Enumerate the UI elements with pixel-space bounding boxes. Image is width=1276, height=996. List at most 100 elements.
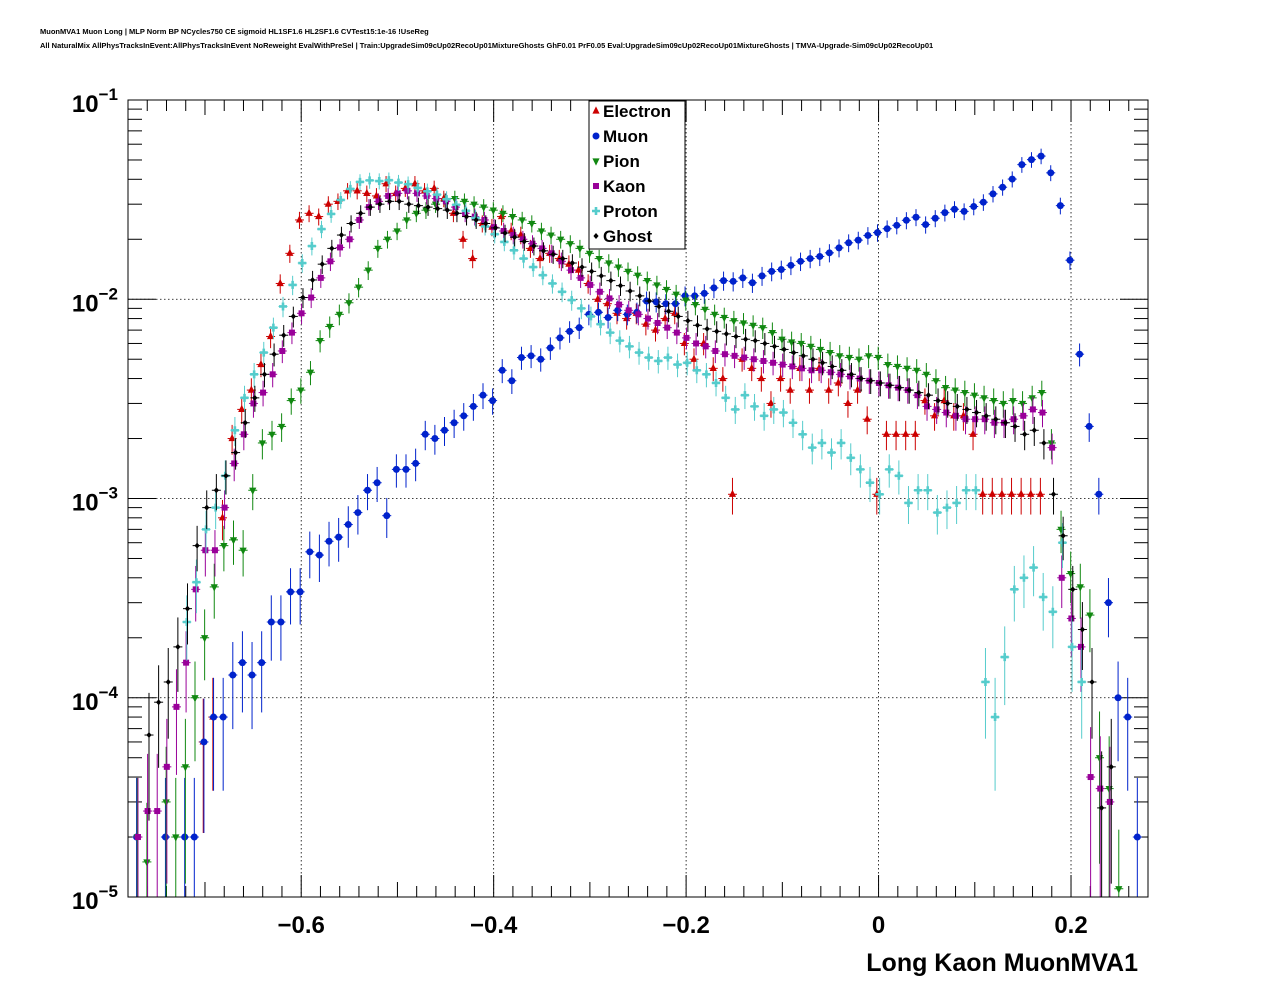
point-pion [326, 323, 334, 332]
point-muon [768, 267, 776, 275]
point-muon [845, 239, 853, 247]
point-proton [865, 478, 874, 487]
point-electron [969, 429, 977, 437]
point-pion [701, 306, 709, 314]
point-muon [181, 833, 189, 841]
point-pion [836, 353, 844, 361]
point-pion [335, 311, 343, 319]
point-ghost [396, 198, 402, 205]
point-muon [219, 713, 227, 721]
point-pion [162, 799, 170, 807]
point-muon [277, 618, 285, 626]
point-kaon [288, 329, 295, 336]
point-kaon [760, 357, 767, 364]
point-muon [999, 183, 1007, 191]
point-kaon [414, 190, 421, 197]
point-pion [528, 220, 536, 229]
point-proton [298, 259, 307, 268]
point-proton [740, 391, 749, 400]
point-proton [904, 498, 913, 507]
point-kaon [962, 416, 969, 423]
point-kaon [587, 281, 594, 288]
y-tick-label: 10−5 [72, 882, 118, 915]
point-proton [442, 195, 451, 204]
point-kaon [192, 586, 199, 593]
point-electron [305, 208, 313, 216]
point-muon [748, 279, 756, 287]
data-series [132, 148, 1142, 897]
point-ghost [781, 346, 787, 353]
point-muon [296, 588, 304, 596]
point-ghost [319, 261, 325, 268]
point-pion [941, 385, 950, 393]
point-pion [229, 537, 238, 545]
point-muon [527, 352, 535, 360]
point-proton [279, 302, 288, 311]
point-muon [662, 300, 670, 308]
point-ghost [839, 367, 845, 374]
point-ghost [819, 359, 826, 366]
point-pion [672, 291, 680, 299]
point-ghost [329, 245, 335, 252]
point-muon [970, 203, 978, 211]
point-electron [469, 253, 477, 262]
point-proton [269, 323, 278, 332]
point-pion [845, 354, 853, 363]
point-electron [536, 253, 544, 262]
legend-marker-ghost [593, 233, 599, 239]
point-kaon [423, 192, 430, 199]
x-tick-label: −0.6 [278, 912, 325, 939]
point-pion [220, 543, 228, 551]
point-pion [961, 390, 969, 398]
point-ghost [579, 264, 585, 271]
point-electron [324, 199, 332, 207]
point-kaon [779, 361, 786, 368]
point-ghost [627, 288, 633, 295]
point-muon [1095, 490, 1103, 498]
point-muon [344, 521, 352, 529]
point-pion [403, 217, 411, 225]
point-kaon [221, 504, 228, 511]
point-proton [798, 430, 807, 439]
point-pion [614, 264, 623, 272]
point-electron [1027, 489, 1035, 497]
point-electron [382, 179, 390, 187]
point-kaon [260, 389, 267, 396]
point-pion [364, 267, 372, 275]
point-proton [779, 408, 788, 417]
point-pion [518, 217, 526, 225]
point-pion [903, 365, 911, 373]
point-electron [247, 385, 255, 393]
point-ghost [261, 371, 268, 378]
point-pion [691, 302, 699, 310]
point-ghost [194, 542, 200, 549]
point-kaon [1020, 412, 1027, 419]
series-proton [182, 172, 1087, 791]
point-ghost [675, 313, 681, 320]
point-pion [778, 336, 786, 344]
point-kaon [1087, 774, 1094, 781]
point-electron [276, 278, 284, 287]
point-ghost [531, 243, 537, 250]
point-kaon [924, 403, 931, 410]
point-muon [267, 618, 275, 626]
point-pion [585, 250, 594, 258]
point-muon [248, 671, 256, 679]
point-muon [517, 354, 525, 362]
point-proton [673, 360, 682, 369]
point-proton [413, 183, 422, 192]
point-ghost [762, 340, 768, 347]
point-kaon [1068, 615, 1075, 622]
point-kaon [577, 274, 584, 281]
point-ghost [656, 303, 662, 310]
point-pion [595, 255, 603, 264]
point-kaon [731, 352, 738, 359]
point-kaon [481, 216, 488, 223]
point-proton [538, 271, 547, 280]
point-muon [874, 229, 882, 237]
point-muon [1027, 156, 1035, 164]
point-ghost [800, 352, 806, 359]
point-ghost [964, 406, 970, 413]
point-ghost [810, 356, 816, 363]
point-proton [490, 230, 499, 239]
